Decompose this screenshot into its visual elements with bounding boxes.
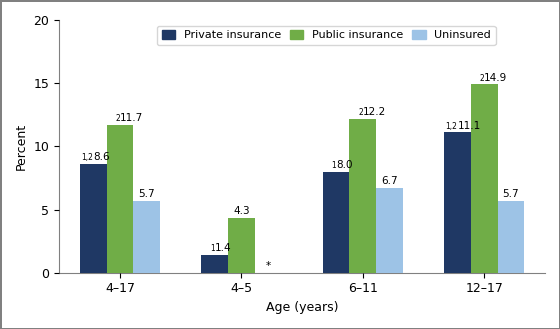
Bar [376,188,403,273]
Text: 5.7: 5.7 [503,189,519,199]
Text: 1: 1 [210,244,214,253]
Bar [349,118,376,273]
Bar [444,133,471,273]
Text: 12.2: 12.2 [363,107,386,117]
Text: 8.6: 8.6 [93,152,110,162]
Text: 1,2: 1,2 [446,122,458,131]
Text: 5.7: 5.7 [138,189,155,199]
Bar [471,85,498,273]
Text: 2: 2 [479,74,484,83]
Text: 6.7: 6.7 [381,176,398,186]
Text: 8.0: 8.0 [336,160,353,170]
Bar [228,218,255,273]
Text: 1.4: 1.4 [214,243,231,253]
Y-axis label: Percent: Percent [15,123,28,170]
Text: 11.7: 11.7 [120,113,143,123]
Bar [323,172,349,273]
Text: 2: 2 [115,114,120,123]
Text: 14.9: 14.9 [484,73,507,83]
Bar [106,125,133,273]
Legend: Private insurance, Public insurance, Uninsured: Private insurance, Public insurance, Uni… [157,26,496,45]
Text: *: * [265,261,270,271]
Text: 1,2: 1,2 [81,153,93,162]
Text: 1: 1 [332,161,336,170]
Text: 2: 2 [358,108,363,117]
Bar [133,201,160,273]
X-axis label: Age (years): Age (years) [266,301,338,314]
Bar [498,201,524,273]
Text: 11.1: 11.1 [458,120,481,131]
Bar [80,164,106,273]
Bar [201,255,228,273]
Text: 4.3: 4.3 [233,207,250,216]
